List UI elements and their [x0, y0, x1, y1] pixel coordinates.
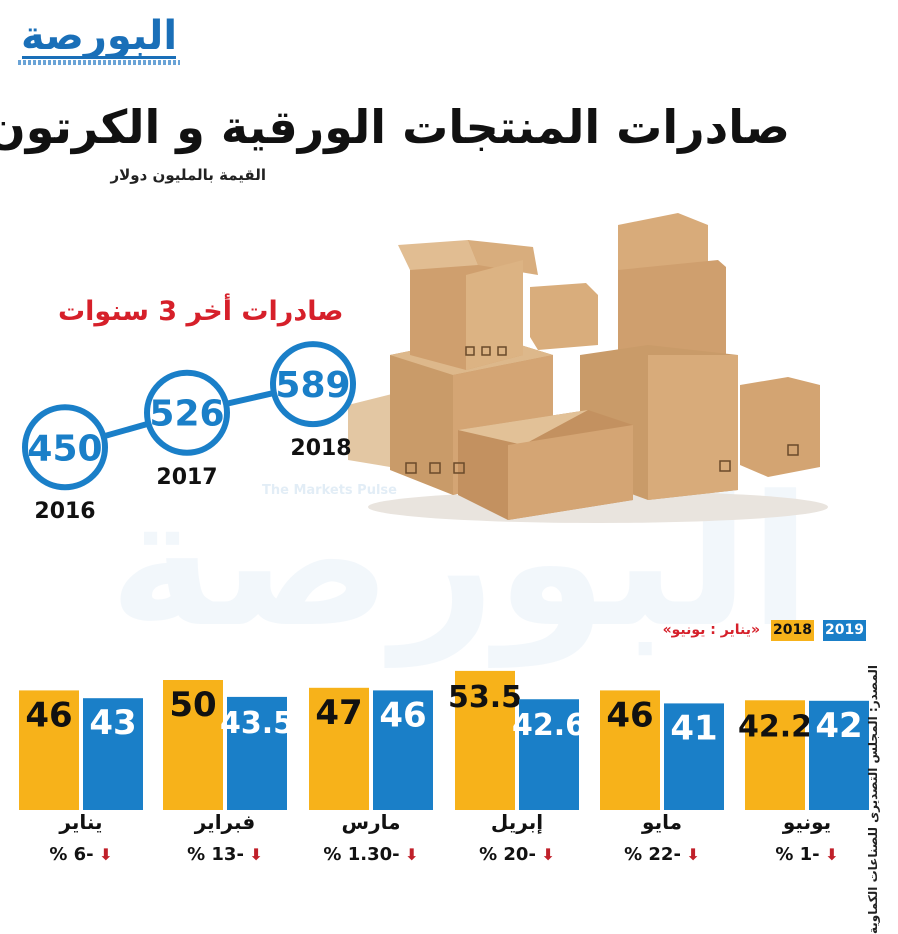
- bar-2018-0: [19, 690, 79, 810]
- bar-2018-4: [600, 690, 660, 810]
- bar-label-2018-2: 47: [315, 693, 362, 733]
- bar-label-2019-1: 43.5: [220, 706, 294, 741]
- bar-label-2018-4: 46: [606, 695, 653, 735]
- bar-label-2018-0: 46: [25, 695, 72, 735]
- bar-2018-5: [745, 700, 805, 810]
- box-front-open-front: [508, 425, 633, 520]
- bar-2018-2: [309, 687, 369, 810]
- source-note: المصدر: المجلس التصديرى للصناعات الكماوي…: [866, 665, 880, 934]
- month-label-4: مايو: [642, 810, 682, 834]
- change-value-1: % 13-: [187, 844, 244, 865]
- logo-tagline-decoration: [18, 60, 180, 65]
- year-value-2016: 450: [27, 428, 102, 469]
- down-arrow-icon: ⬇: [680, 845, 700, 864]
- box-right-big-front: [648, 355, 738, 500]
- bar-2019-2: [373, 690, 433, 810]
- down-arrow-icon: ⬇: [399, 845, 419, 864]
- box-open-front: [466, 260, 523, 370]
- year-circle-2017: [144, 369, 230, 456]
- change-value-2: % 1.30-: [323, 844, 400, 865]
- years-chart: 450 526 589: [22, 341, 356, 491]
- year-label-2018: 2018: [290, 436, 352, 462]
- logo-underline: [22, 56, 176, 59]
- bar-2019-1: [227, 696, 287, 810]
- bar-label-2019-4: 41: [670, 708, 717, 748]
- years-chart-title: صادرات أخر 3 سنوات: [58, 296, 344, 327]
- bar-group-1: 50 43.5: [163, 680, 294, 810]
- legend-date-range: «يناير : يونيو»: [662, 622, 760, 638]
- box-far-right: [740, 377, 820, 477]
- cardboard-boxes-illustration: [348, 213, 828, 523]
- bar-2018-3: [455, 670, 515, 810]
- bar-label-2018-1: 50: [169, 685, 216, 725]
- box-tall-mid: [618, 260, 726, 365]
- bar-label-2018-3: 53.5: [448, 680, 522, 715]
- legend-2019: 2019: [823, 620, 866, 641]
- year-circle-2018: [270, 341, 356, 428]
- month-label-2: مارس: [341, 810, 401, 834]
- year-label-2016: 2016: [34, 499, 96, 525]
- year-circle-2016: [22, 404, 108, 491]
- change-value-4: % 22-: [624, 844, 681, 865]
- legend-2018: 2018: [771, 620, 814, 641]
- change-label-5: % 1- ⬇: [775, 844, 838, 865]
- down-arrow-icon: ⬇: [93, 845, 113, 864]
- box-symbols: [405, 346, 799, 474]
- page-title: صادرات المنتجات الورقية و الكرتون: [0, 100, 790, 154]
- year-value-2018: 589: [275, 365, 350, 406]
- bar-label-2019-2: 46: [379, 695, 426, 735]
- box-front-open-flap: [458, 410, 588, 445]
- year-label-2017: 2017: [156, 464, 218, 490]
- month-label-0: يناير: [59, 810, 103, 834]
- bar-2018-1: [163, 680, 223, 810]
- change-value-5: % 1-: [775, 844, 820, 865]
- watermark-tagline: The Markets Pulse: [262, 483, 397, 498]
- change-value-3: % 20-: [479, 844, 536, 865]
- monthly-bars-chart: 46 43 50 43.5 47 46 53.542.6 46 41 42.2 42: [19, 670, 869, 810]
- logo-text: البورصة: [20, 13, 178, 59]
- month-label-3: إبريل: [490, 810, 544, 834]
- month-label-1: فبراير: [194, 810, 256, 834]
- logo: البورصة: [18, 12, 180, 65]
- bar-group-2: 47 46: [309, 687, 433, 810]
- down-arrow-icon: ⬇: [819, 845, 839, 864]
- bar-2019-5: [809, 700, 869, 810]
- year-node-2017: 526: [144, 369, 230, 456]
- down-arrow-icon: ⬇: [535, 845, 555, 864]
- change-label-2: % 1.30- ⬇: [323, 844, 418, 865]
- bar-group-5: 42.2 42: [738, 700, 869, 810]
- bar-group-0: 46 43: [19, 690, 143, 810]
- bar-group-4: 46 41: [600, 690, 724, 810]
- down-arrow-icon: ⬇: [243, 845, 263, 864]
- box-open-flap-left: [398, 240, 478, 270]
- bar-2019-4: [664, 703, 724, 810]
- change-value-0: % 6-: [49, 844, 94, 865]
- year-value-2017: 526: [149, 394, 224, 435]
- box-small-mid: [530, 283, 598, 350]
- year-node-2018: 589: [270, 341, 356, 428]
- change-label-4: % 22- ⬇: [624, 844, 700, 865]
- bar-label-2018-5: 42.2: [738, 709, 812, 744]
- page-subtitle: القيمة بالمليون دولار: [110, 166, 266, 184]
- bar-2019-3: [519, 699, 579, 810]
- bar-2019-0: [83, 698, 143, 810]
- change-label-3: % 20- ⬇: [479, 844, 555, 865]
- bars-legend: 2019 2018 «يناير : يونيو»: [616, 620, 866, 642]
- month-label-5: يونيو: [782, 810, 832, 834]
- change-label-1: % 13- ⬇: [187, 844, 263, 865]
- years-nodes: 450 526 589: [22, 341, 356, 491]
- bar-label-2019-0: 43: [89, 703, 136, 743]
- bar-label-2019-5: 42: [815, 706, 862, 746]
- year-node-2016: 450: [22, 404, 108, 491]
- change-label-0: % 6- ⬇: [49, 844, 112, 865]
- bar-label-2019-3: 42.6: [512, 708, 586, 743]
- bar-group-3: 53.542.6: [448, 670, 586, 810]
